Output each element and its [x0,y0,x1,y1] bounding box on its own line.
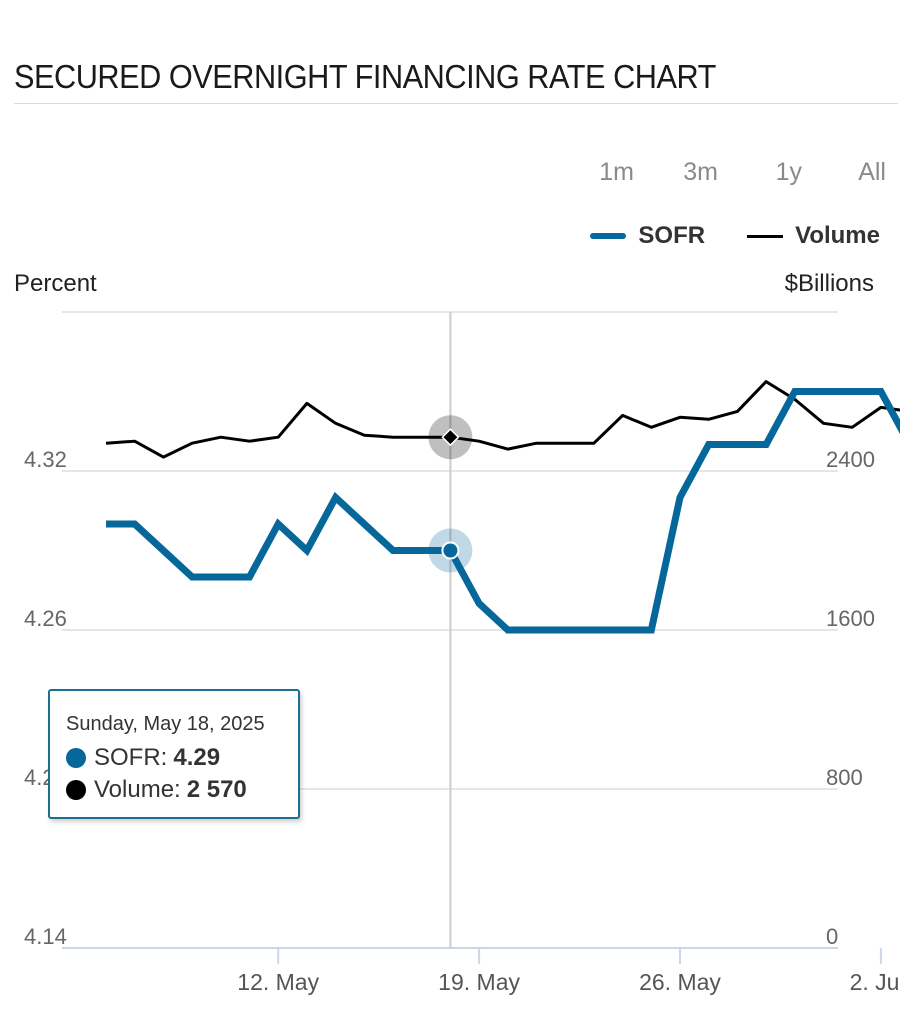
tooltip-row-volume: Volume: 2 570 [66,776,298,804]
page-title: SECURED OVERNIGHT FINANCING RATE CHART [14,58,716,95]
range-all-button[interactable]: All [858,158,886,186]
right-axis-tick-label: 2400 [826,447,875,472]
tooltip-sofr-value: 4.29 [173,744,221,771]
right-axis-tick-label: 1600 [826,606,875,631]
legend-item-volume[interactable]: Volume [747,222,880,250]
range-3m-button[interactable]: 3m [683,158,718,186]
legend-item-sofr[interactable]: SOFR [590,222,705,250]
sofr-point-marker [441,541,460,560]
right-axis-tick-label: 800 [826,765,863,790]
volume-series-line [105,380,900,459]
left-axis-title: Percent [14,270,97,297]
tooltip-row-sofr: SOFR: 4.29 [66,744,298,772]
sofr-dot-icon [66,748,86,768]
range-1y-button[interactable]: 1y [775,158,802,186]
sofr-swatch-icon [590,233,627,239]
volume-dot-icon [66,780,86,800]
right-axis-tick-label: 0 [826,924,838,949]
tooltip-volume-label: Volume: [94,776,181,803]
volume-point-marker [441,428,460,447]
title-divider [14,103,898,104]
x-axis-tick-label: 12. May [237,969,319,995]
legend-label-volume: Volume [795,222,880,249]
x-axis-tick-label: 19. May [438,969,520,995]
left-axis-tick-label: 4.26 [24,606,67,631]
left-axis-tick-label: 4.14 [24,924,67,949]
right-axis-title: $Billions [784,270,874,297]
x-axis-tick-label: 26. May [639,969,721,995]
volume-swatch-icon [747,234,784,238]
left-axis-tick-label: 4.32 [24,447,67,472]
chart-tooltip: Sunday, May 18, 2025 SOFR: 4.29 Volume: … [48,689,300,819]
range-selector: 1m 3m 1y All [550,158,886,187]
range-1m-button[interactable]: 1m [599,158,634,186]
tooltip-sofr-label: SOFR: [94,744,168,771]
sofr-series-line [106,388,900,634]
x-axis-tick-label: 2. Jun [850,969,900,995]
tooltip-volume-value: 2 570 [186,776,247,803]
tooltip-date: Sunday, May 18, 2025 [66,713,265,735]
chart-legend: SOFR Volume [548,222,880,250]
legend-label-sofr: SOFR [638,222,706,249]
